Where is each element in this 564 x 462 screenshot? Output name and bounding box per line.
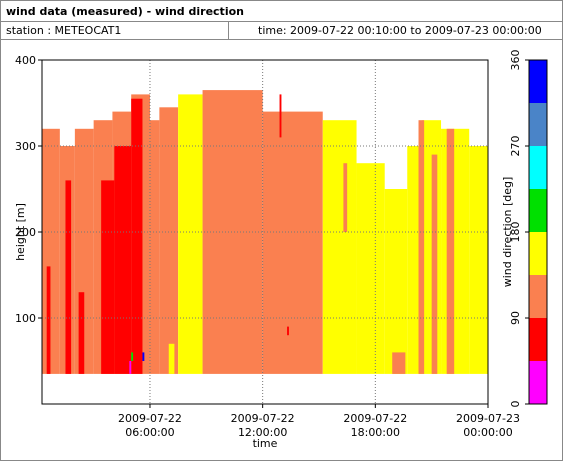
y-tick-label: 300	[15, 140, 36, 153]
y-tick-label: 400	[15, 54, 36, 67]
cell	[178, 94, 203, 374]
cell	[131, 98, 143, 374]
chart-title: wind data (measured) - wind direction	[6, 5, 244, 18]
cell	[441, 128, 470, 374]
cell	[131, 352, 134, 361]
colorbar-tick-label: 0	[509, 401, 522, 408]
cell	[42, 128, 60, 374]
colorbar-tick-label: 180	[509, 222, 522, 243]
cell	[65, 180, 72, 374]
y-tick-label: 200	[15, 226, 36, 239]
x-tick-label-line: 2009-07-23	[456, 412, 520, 425]
colorbar-bin	[529, 232, 547, 275]
y-tick-label: 100	[15, 312, 36, 325]
colorbar-tick-label: 360	[509, 50, 522, 71]
x-tick-label-line: 2009-07-22	[343, 412, 407, 425]
cell	[356, 163, 385, 374]
colorbar-bin	[529, 146, 547, 189]
plot-border	[41, 59, 489, 405]
x-tick-label-line: 12:00:00	[238, 426, 287, 439]
x-tick-label: 2009-07-22 12:00:00	[231, 412, 295, 439]
cell	[431, 154, 438, 374]
cell	[78, 292, 85, 374]
cell	[159, 107, 179, 374]
colorbar-bin	[529, 275, 547, 318]
colorbar-bin	[529, 189, 547, 232]
colorbar-bin	[529, 60, 547, 103]
colorbar-tick-label: 270	[509, 136, 522, 157]
colorbar-label: wind direction [deg]	[501, 177, 514, 288]
station: station : METEOCAT1	[6, 24, 121, 37]
cell	[142, 352, 145, 361]
cell	[418, 120, 425, 374]
cell	[343, 163, 348, 232]
cell	[129, 361, 132, 374]
x-tick-label: 2009-07-23 00:00:00	[456, 412, 520, 439]
cell	[114, 146, 132, 374]
colorbar-bin	[529, 361, 547, 404]
cell	[46, 266, 51, 374]
cell	[392, 352, 406, 374]
colorbar-bin	[529, 318, 547, 361]
colorbar-bin	[529, 103, 547, 146]
cell	[446, 128, 455, 374]
x-tick-label-line: 18:00:00	[351, 426, 400, 439]
y-axis-label: height [m]	[14, 203, 27, 261]
colorbar-tick-label: 90	[509, 311, 522, 325]
x-tick-label-line: 06:00:00	[125, 426, 174, 439]
cell	[168, 343, 175, 374]
cell	[202, 90, 263, 374]
cell	[469, 146, 488, 374]
x-tick-label: 2009-07-22 06:00:00	[118, 412, 182, 439]
cell	[287, 326, 289, 336]
cell	[149, 120, 160, 374]
cell	[101, 180, 115, 374]
cell	[322, 120, 357, 374]
period: time: 2009-07-22 00:10:00 to 2009-07-23 …	[258, 24, 542, 37]
cell	[279, 94, 282, 138]
x-tick-label-line: 2009-07-22	[231, 412, 295, 425]
x-tick-label-line: 00:00:00	[463, 426, 512, 439]
cell	[262, 111, 323, 374]
x-tick-label: 2009-07-22 18:00:00	[343, 412, 407, 439]
x-axis-label: time	[253, 437, 278, 450]
x-tick-label-line: 2009-07-22	[118, 412, 182, 425]
cell	[384, 189, 408, 374]
